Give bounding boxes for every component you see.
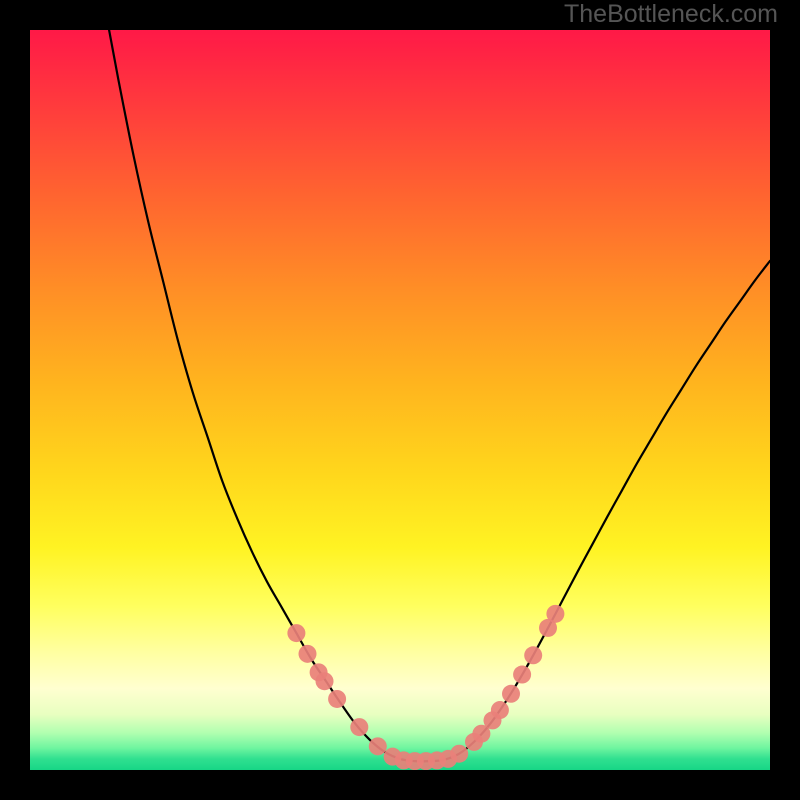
data-marker (287, 624, 305, 642)
data-marker (328, 690, 346, 708)
data-marker (513, 666, 531, 684)
data-marker (502, 685, 520, 703)
data-marker (524, 646, 542, 664)
chart-svg (30, 30, 770, 770)
data-marker (316, 672, 334, 690)
data-marker (369, 737, 387, 755)
data-marker (450, 745, 468, 763)
data-marker (299, 645, 317, 663)
data-marker (350, 718, 368, 736)
plot-area (30, 30, 770, 770)
watermark-text: TheBottleneck.com (564, 0, 778, 29)
chart-frame: TheBottleneck.com (0, 0, 800, 800)
data-marker (546, 605, 564, 623)
data-marker (491, 701, 509, 719)
bottleneck-curve (108, 30, 770, 761)
